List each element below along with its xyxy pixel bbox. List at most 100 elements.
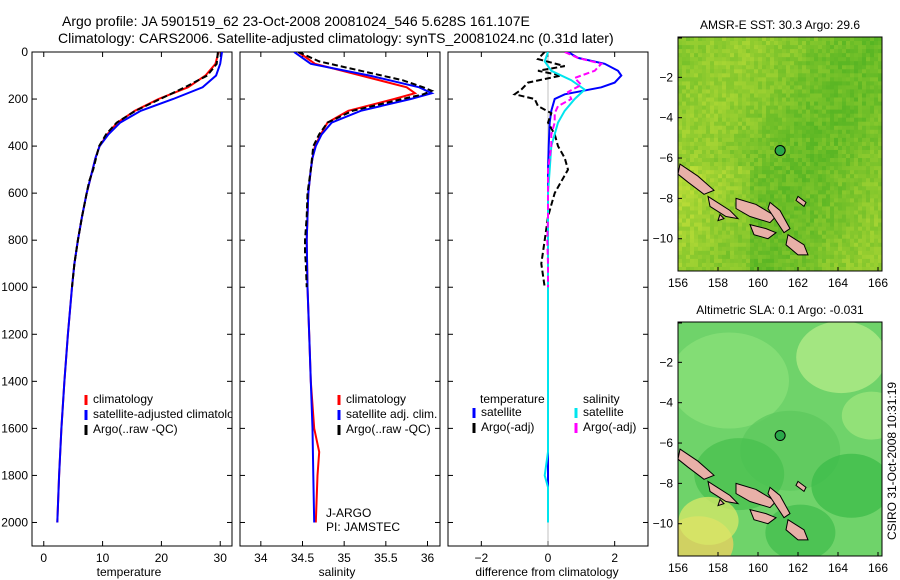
sst-cell bbox=[834, 194, 839, 199]
sst-cell bbox=[706, 69, 711, 74]
sst-cell bbox=[798, 186, 803, 191]
sst-cell bbox=[814, 49, 819, 54]
sst-cell bbox=[786, 65, 791, 70]
sst-cell bbox=[694, 101, 699, 106]
sst-cell bbox=[722, 141, 727, 147]
sst-cell bbox=[774, 226, 779, 232]
sst-cell bbox=[698, 97, 703, 102]
sst-cell bbox=[754, 162, 759, 167]
sst-cell bbox=[738, 45, 743, 50]
sst-cell bbox=[766, 125, 771, 131]
sst-cell bbox=[854, 137, 859, 143]
sst-cell bbox=[782, 174, 787, 179]
sst-cell bbox=[706, 65, 711, 70]
sst-cell bbox=[842, 109, 847, 115]
sst-cell bbox=[862, 109, 867, 115]
sst-cell bbox=[722, 53, 727, 58]
sst-cell bbox=[834, 61, 839, 66]
sst-cell bbox=[726, 242, 731, 248]
sst-cell bbox=[762, 101, 767, 106]
sst-cell bbox=[810, 198, 815, 203]
sst-cell bbox=[866, 226, 871, 232]
sst-cell bbox=[814, 81, 819, 86]
sst-cell bbox=[770, 93, 775, 98]
sst-cell bbox=[858, 202, 863, 207]
sst-cell bbox=[742, 117, 747, 123]
sst-cell bbox=[774, 162, 779, 167]
sst-cell bbox=[814, 145, 819, 151]
sst-cell bbox=[814, 190, 819, 195]
sst-cell bbox=[770, 145, 775, 151]
sst-cell bbox=[742, 89, 747, 94]
sst-cell bbox=[806, 258, 811, 264]
sst-cell bbox=[686, 141, 691, 147]
sst-cell bbox=[754, 262, 759, 268]
sst-cell bbox=[762, 73, 767, 78]
sst-cell bbox=[822, 117, 827, 123]
sst-cell bbox=[714, 73, 719, 78]
sst-cell bbox=[706, 37, 711, 42]
sst-cell bbox=[862, 154, 867, 159]
sst-cell bbox=[878, 214, 882, 219]
sst-cell bbox=[846, 210, 851, 215]
sst-cell bbox=[682, 202, 687, 207]
sst-cell bbox=[746, 214, 751, 219]
sst-cell bbox=[682, 93, 687, 98]
sst-cell bbox=[686, 61, 691, 66]
sst-cell bbox=[770, 61, 775, 66]
sst-cell bbox=[790, 194, 795, 199]
sst-cell bbox=[770, 101, 775, 106]
sst-cell bbox=[850, 129, 855, 135]
sst-cell bbox=[770, 37, 775, 42]
sst-cell bbox=[774, 133, 779, 139]
sst-cell bbox=[798, 105, 803, 111]
sst-cell bbox=[686, 109, 691, 115]
sst-cell bbox=[826, 262, 831, 268]
sst-cell bbox=[738, 69, 743, 74]
sst-cell bbox=[754, 178, 759, 183]
sst-cell bbox=[818, 97, 823, 102]
sst-cell bbox=[826, 53, 831, 58]
sst-cell bbox=[722, 97, 727, 102]
sst-cell bbox=[862, 250, 867, 256]
sst-cell bbox=[814, 174, 819, 179]
y-tick-label: −6 bbox=[659, 151, 673, 165]
sst-cell bbox=[878, 117, 882, 123]
sst-cell bbox=[782, 93, 787, 98]
sst-cell bbox=[738, 113, 743, 119]
sst-cell bbox=[866, 81, 871, 86]
sst-cell bbox=[710, 141, 715, 147]
sst-cell bbox=[734, 61, 739, 66]
sst-cell bbox=[782, 198, 787, 203]
sst-cell bbox=[722, 170, 727, 175]
sst-cell bbox=[774, 190, 779, 195]
sst-cell bbox=[742, 170, 747, 175]
sst-cell bbox=[726, 141, 731, 147]
sst-cell bbox=[862, 129, 867, 135]
sst-cell bbox=[802, 186, 807, 191]
sst-cell bbox=[814, 262, 819, 268]
sst-cell bbox=[838, 105, 843, 111]
sst-cell bbox=[790, 149, 795, 155]
sst-cell bbox=[734, 145, 739, 151]
sst-cell bbox=[818, 170, 823, 175]
sst-cell bbox=[678, 222, 683, 228]
sst-cell bbox=[874, 77, 879, 82]
sst-cell bbox=[794, 93, 799, 98]
sst-cell bbox=[782, 117, 787, 123]
sst-cell bbox=[686, 154, 691, 159]
sst-cell bbox=[870, 190, 875, 195]
sst-cell bbox=[798, 45, 803, 50]
sst-cell bbox=[706, 254, 711, 260]
sst-cell bbox=[758, 81, 763, 86]
sst-cell bbox=[718, 129, 723, 135]
sst-cell bbox=[858, 250, 863, 256]
sst-cell bbox=[814, 41, 819, 46]
sst-cell bbox=[794, 178, 799, 183]
sst-cell bbox=[750, 170, 755, 175]
sst-cell bbox=[838, 250, 843, 256]
sst-cell bbox=[686, 37, 691, 42]
sst-cell bbox=[698, 37, 703, 42]
sst-cell bbox=[874, 69, 879, 74]
sst-cell bbox=[810, 69, 815, 74]
